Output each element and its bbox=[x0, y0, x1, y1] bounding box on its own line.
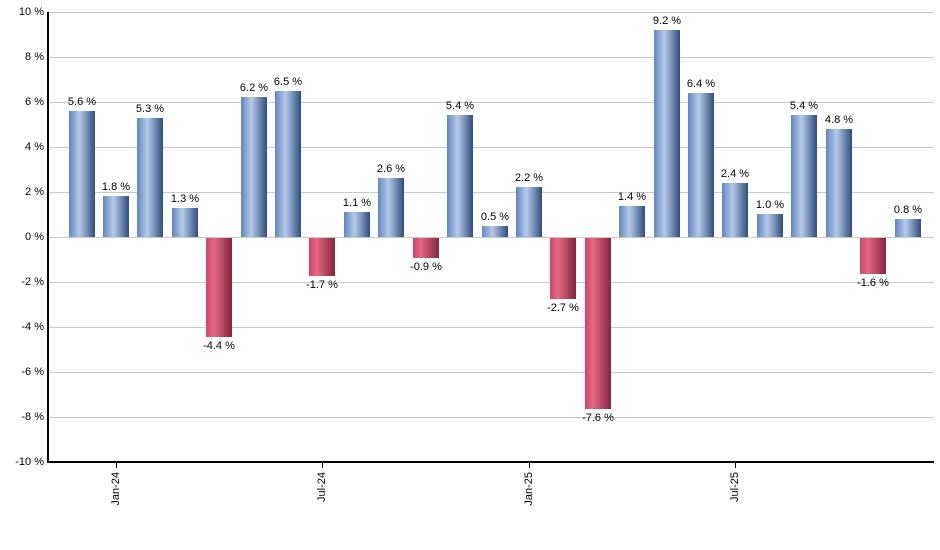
positive-bar bbox=[344, 212, 370, 237]
y-axis-tick-label: -4 % bbox=[21, 321, 44, 333]
positive-bar bbox=[482, 226, 508, 237]
x-axis-tick-label: Jan-25 bbox=[523, 472, 535, 506]
y-axis-tick-label: 10 % bbox=[18, 6, 44, 18]
positive-bar bbox=[378, 178, 404, 237]
positive-bar bbox=[722, 183, 748, 237]
y-axis-tick-label: 6 % bbox=[25, 96, 44, 108]
positive-bar bbox=[791, 115, 817, 237]
x-axis-tick-label: Jul-24 bbox=[316, 472, 328, 502]
bar-value-label: 5.4 % bbox=[445, 100, 475, 112]
gridline bbox=[48, 327, 934, 328]
positive-bar bbox=[241, 97, 267, 237]
positive-bar bbox=[757, 214, 783, 237]
bar-value-label: 1.3 % bbox=[170, 193, 200, 205]
bar-value-label: 4.8 % bbox=[824, 114, 854, 126]
bar-value-label: 6.4 % bbox=[686, 78, 716, 90]
negative-bar bbox=[413, 238, 439, 258]
bar-value-label: 6.2 % bbox=[239, 82, 269, 94]
x-axis-line bbox=[47, 461, 934, 463]
positive-bar bbox=[895, 219, 921, 237]
bar-value-label: -4.4 % bbox=[203, 340, 235, 352]
gridline bbox=[48, 282, 934, 283]
y-axis-line bbox=[47, 12, 49, 463]
bar-value-label: 9.2 % bbox=[652, 15, 682, 27]
y-axis-tick-label: -6 % bbox=[21, 366, 44, 378]
bar-value-label: 5.3 % bbox=[135, 103, 165, 115]
x-axis-tick-label: Jan-24 bbox=[110, 472, 122, 506]
x-axis-tick-mark bbox=[529, 462, 530, 468]
x-axis-tick-mark bbox=[322, 462, 323, 468]
gridline bbox=[48, 192, 934, 193]
bar-value-label: 0.8 % bbox=[893, 204, 923, 216]
y-axis-tick-label: 4 % bbox=[25, 141, 44, 153]
positive-bar bbox=[619, 206, 645, 237]
bar-value-label: 1.4 % bbox=[617, 191, 647, 203]
negative-bar bbox=[585, 238, 611, 409]
bar-value-label: 1.0 % bbox=[755, 199, 785, 211]
gridline bbox=[48, 102, 934, 103]
x-axis-tick-mark bbox=[735, 462, 736, 468]
y-axis-tick-label: -2 % bbox=[21, 276, 44, 288]
bar-value-label: 0.5 % bbox=[480, 211, 510, 223]
bar-value-label: 1.1 % bbox=[342, 197, 372, 209]
y-axis-tick-label: -10 % bbox=[15, 456, 44, 468]
positive-bar bbox=[137, 118, 163, 237]
y-axis-tick-label: 8 % bbox=[25, 51, 44, 63]
negative-bar bbox=[309, 238, 335, 276]
gridline bbox=[48, 12, 934, 13]
gridline bbox=[48, 372, 934, 373]
bar-value-label: 5.4 % bbox=[789, 100, 819, 112]
y-axis-tick-label: 2 % bbox=[25, 186, 44, 198]
positive-bar bbox=[69, 111, 95, 237]
gridline bbox=[48, 417, 934, 418]
bar-value-label: -1.6 % bbox=[857, 277, 889, 289]
y-axis-tick-label: 0 % bbox=[25, 231, 44, 243]
negative-bar bbox=[550, 238, 576, 299]
positive-bar bbox=[688, 93, 714, 237]
bar-value-label: 2.4 % bbox=[720, 168, 750, 180]
bar-value-label: 2.2 % bbox=[514, 172, 544, 184]
positive-bar bbox=[516, 187, 542, 237]
bar-value-label: 2.6 % bbox=[376, 163, 406, 175]
bar-value-label: 1.8 % bbox=[101, 181, 131, 193]
y-axis-tick-label: -8 % bbox=[21, 411, 44, 423]
x-axis-tick-label: Jul-25 bbox=[729, 472, 741, 502]
gridline bbox=[48, 147, 934, 148]
positive-bar bbox=[172, 208, 198, 237]
bar-value-label: -0.9 % bbox=[410, 261, 442, 273]
positive-bar bbox=[826, 129, 852, 237]
gridline bbox=[48, 237, 934, 238]
bar-value-label: 6.5 % bbox=[273, 76, 303, 88]
bar-value-label: -1.7 % bbox=[306, 279, 338, 291]
positive-bar bbox=[103, 196, 129, 237]
positive-bar bbox=[275, 91, 301, 237]
bar-value-label: -7.6 % bbox=[582, 412, 614, 424]
negative-bar bbox=[860, 238, 886, 274]
positive-bar bbox=[654, 30, 680, 237]
bar-value-label: -2.7 % bbox=[547, 302, 579, 314]
gridline bbox=[48, 57, 934, 58]
negative-bar bbox=[206, 238, 232, 337]
bar-value-label: 5.6 % bbox=[67, 96, 97, 108]
x-axis-tick-mark bbox=[116, 462, 117, 468]
positive-bar bbox=[447, 115, 473, 237]
